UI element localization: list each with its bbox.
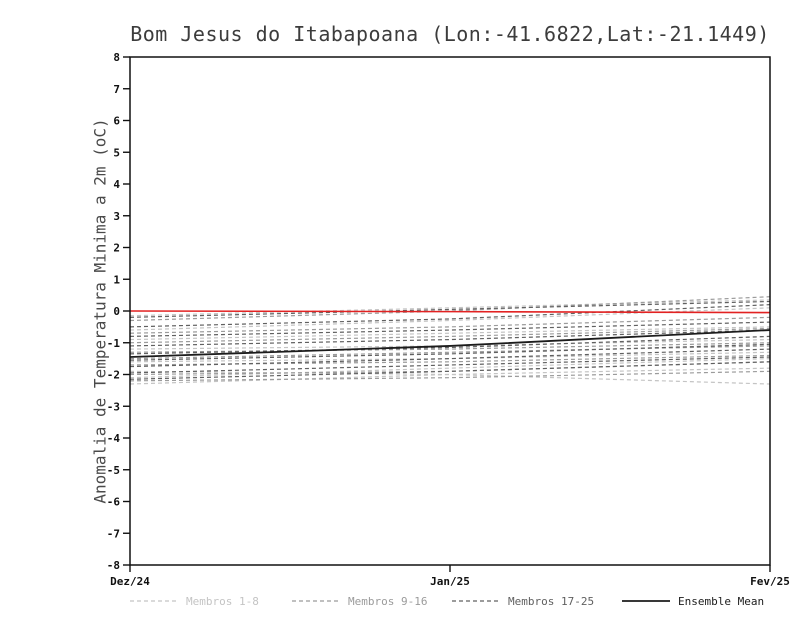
legend-label: Membros 17-25 — [508, 595, 594, 608]
ensemble-member-line — [129, 358, 771, 379]
y-tick-label: 5 — [113, 146, 120, 159]
ensemble-mean-line — [129, 329, 771, 358]
ensemble-member-line — [129, 296, 771, 322]
ensemble-member-line — [129, 370, 771, 385]
ensemble-member-line — [129, 338, 771, 350]
ensemble-mean-layer — [129, 329, 771, 358]
x-tick-label: Jan/25 — [430, 575, 470, 588]
legend-layer: Membros 1-8 Membros 9-16 Membros 17-25 Ense… — [130, 595, 764, 608]
y-tick-label: 0 — [113, 305, 120, 318]
y-tick-label: 6 — [113, 115, 120, 128]
reference-line — [129, 310, 771, 314]
y-tick-label: 2 — [113, 242, 120, 255]
y-tick-label: -2 — [107, 369, 120, 382]
legend-label: Membros 9-16 — [348, 595, 427, 608]
y-tick-label: 4 — [113, 178, 120, 191]
y-tick-label: -4 — [107, 432, 121, 445]
ensemble-member-line — [129, 300, 771, 318]
y-tick-label: -6 — [107, 496, 121, 509]
ensemble-member-line — [129, 367, 771, 385]
ensemble-members-layer — [129, 296, 771, 385]
ensemble-member-line — [129, 348, 771, 368]
ensemble-member-line — [129, 343, 771, 361]
ensemble-member-line — [129, 370, 771, 382]
y-tick-label: -8 — [107, 559, 120, 572]
ensemble-member-line — [129, 304, 771, 328]
ensemble-member-line — [129, 326, 771, 341]
x-tick-label: Dez/24 — [110, 575, 150, 588]
y-tick-label: 7 — [113, 83, 120, 96]
legend-label: Ensemble Mean — [678, 595, 764, 608]
ensemble-member-line — [129, 329, 771, 347]
ensemble-member-line — [129, 316, 771, 334]
y-tick-label: 1 — [113, 273, 120, 286]
chart-title: Bom Jesus do Itabapoana (Lon:-41.6822,La… — [130, 22, 770, 46]
ensemble-member-line — [129, 335, 771, 355]
y-tick-label: -1 — [107, 337, 121, 350]
ensemble-member-line — [129, 299, 771, 317]
ensemble-member-line — [129, 361, 771, 376]
ensemble-member-line — [129, 354, 771, 366]
y-tick-label: -7 — [107, 527, 120, 540]
y-tick-label: -5 — [107, 464, 120, 477]
ensemble-member-line — [129, 356, 771, 374]
y-tick-label: 3 — [113, 210, 120, 223]
x-tick-label: Fev/25 — [750, 575, 790, 588]
ensemble-member-line — [129, 342, 771, 353]
ensemble-member-line — [129, 345, 771, 360]
axes-layer: -8 -7 -6 -5 -4 -3 -2 -1 0 1 2 3 4 5 6 7 8 Dez/24 Jan/25 Fev… — [107, 51, 790, 588]
ensemble-member-line — [129, 327, 771, 344]
legend-label: Membros 1-8 — [186, 595, 259, 608]
ensemble-member-line — [129, 321, 771, 337]
ensemble-member-line — [129, 361, 771, 380]
ensemble-member-line — [129, 351, 771, 363]
y-tick-label: 8 — [113, 51, 120, 64]
reference-line-layer — [129, 310, 771, 314]
y-tick-label: -3 — [107, 400, 120, 413]
